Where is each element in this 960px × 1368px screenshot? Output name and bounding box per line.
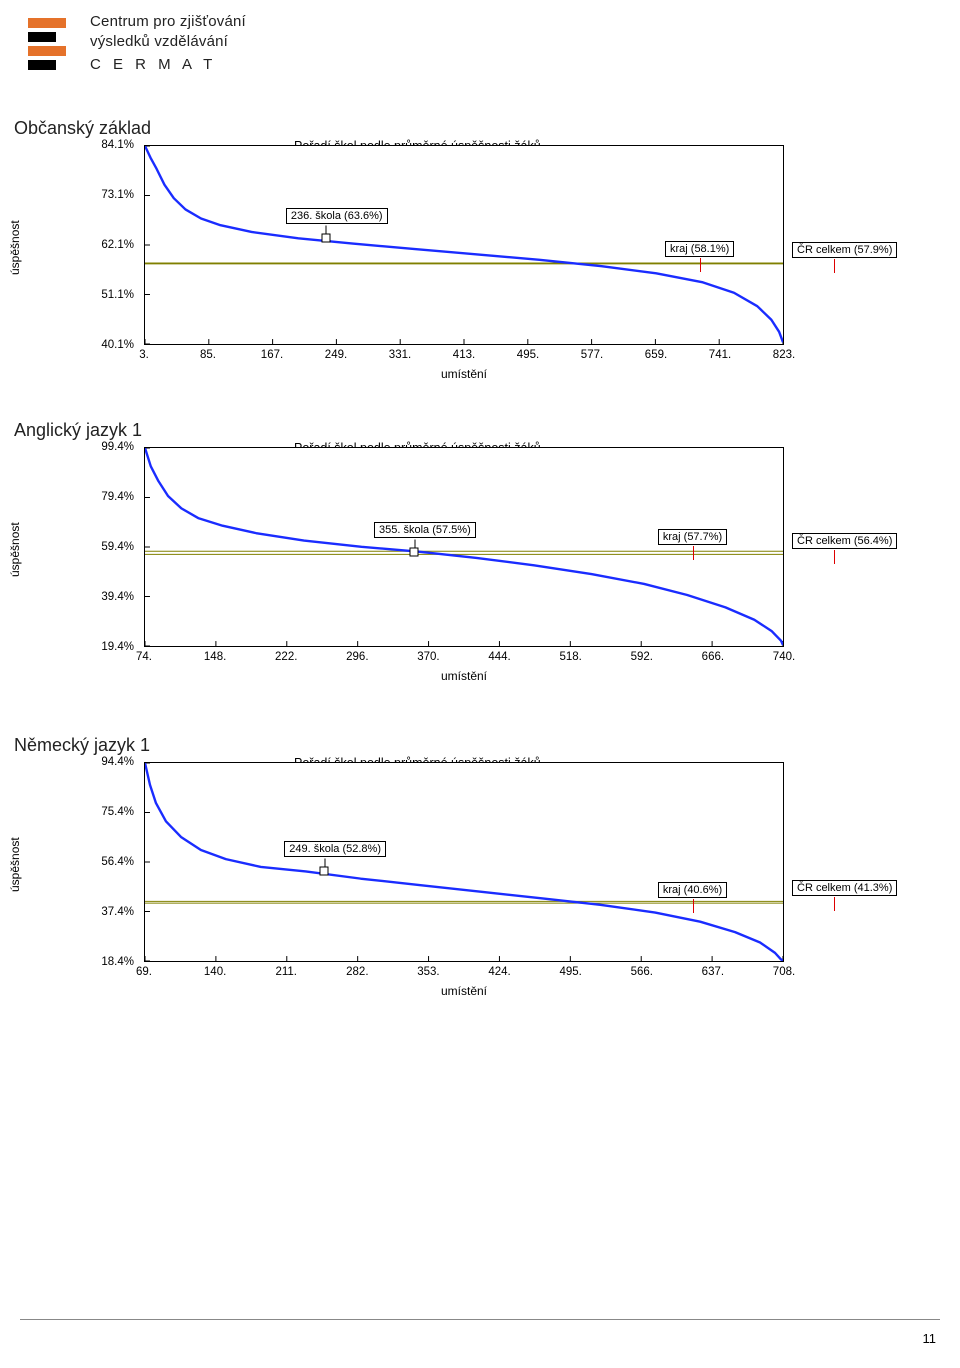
section-title: Anglický jazyk 1 [14,420,944,441]
x-tick-label: 708. [773,966,795,978]
y-tick-label: 73.1% [101,189,134,201]
cr-marker-tick [834,897,835,911]
x-tick-label: 637. [702,966,724,978]
x-tick-label: 249. [325,349,347,361]
x-tick-label: 823. [773,349,795,361]
cr-callout: ČR celkem (57.9%) [792,242,897,258]
org-text: Centrum pro zjišťování výsledků vzdělává… [90,12,246,75]
org-line1: Centrum pro zjišťování [90,12,246,32]
cr-marker-tick [834,259,835,273]
x-tick-label: 444. [488,651,510,663]
chart-area: Pořadí škol podle průměrné úspěšnosti žá… [14,762,944,1022]
x-tick-label: 148. [204,651,226,663]
cr-callout: ČR celkem (56.4%) [792,533,897,549]
x-ticks: 69.140.211.282.353.424.495.566.637.708. [144,966,784,982]
cr-callout: ČR celkem (41.3%) [792,880,897,896]
x-tick-label: 413. [453,349,475,361]
chart-section: Občanský základ Pořadí škol podle průměrn… [14,118,944,405]
school-marker [410,547,419,556]
y-tick-label: 75.4% [101,806,134,818]
y-axis-label: úspěšnost [8,220,22,275]
chart-section: Německý jazyk 1 Pořadí škol podle průměrn… [14,735,944,1022]
x-tick-label: 741. [709,349,731,361]
y-tick-label: 37.4% [101,906,134,918]
x-tick-label: 85. [200,349,216,361]
y-tick-label: 84.1% [101,139,134,151]
chart-area: Pořadí škol podle průměrné úspěšnosti žá… [14,145,944,405]
y-tick-label: 39.4% [101,591,134,603]
x-tick-label: 282. [346,966,368,978]
x-tick-label: 424. [488,966,510,978]
x-tick-label: 740. [773,651,795,663]
cr-marker-tick [834,550,835,564]
x-tick-label: 3. [139,349,149,361]
x-tick-label: 370. [417,651,439,663]
section-title: Občanský základ [14,118,944,139]
chart-area: Pořadí škol podle průměrné úspěšnosti žá… [14,447,944,707]
y-tick-label: 56.4% [101,856,134,868]
x-tick-label: 69. [136,966,152,978]
y-tick-label: 79.4% [101,491,134,503]
x-tick-label: 666. [702,651,724,663]
page-number: 11 [923,1331,937,1346]
x-tick-label: 140. [204,966,226,978]
plot-area [144,762,784,962]
y-tick-label: 19.4% [101,641,134,653]
y-ticks: 99.4%79.4%59.4%39.4%19.4% [84,447,134,647]
x-tick-label: 74. [136,651,152,663]
x-tick-label: 495. [559,966,581,978]
section-title: Německý jazyk 1 [14,735,944,756]
plot-area [144,447,784,647]
y-tick-label: 18.4% [101,956,134,968]
y-tick-label: 94.4% [101,756,134,768]
school-marker [321,234,330,243]
x-tick-label: 592. [631,651,653,663]
chart-section: Anglický jazyk 1 Pořadí škol podle průměr… [14,420,944,707]
y-tick-label: 62.1% [101,239,134,251]
report-header: Centrum pro zjišťování výsledků vzdělává… [18,12,246,82]
x-tick-label: 211. [275,966,297,978]
cermat-logo [18,12,76,82]
x-tick-label: 296. [346,651,368,663]
x-ticks: 74.148.222.296.370.444.518.592.666.740. [144,651,784,667]
x-tick-label: 331. [389,349,411,361]
y-tick-label: 59.4% [101,541,134,553]
x-tick-label: 659. [645,349,667,361]
school-marker [320,867,329,876]
y-tick-label: 40.1% [101,339,134,351]
x-axis-label: umístění [441,367,487,381]
y-axis-label: úspěšnost [8,837,22,892]
x-tick-label: 577. [581,349,603,361]
org-line3: C E R M A T [90,55,246,75]
plot-area [144,145,784,345]
x-axis-label: umístění [441,669,487,683]
y-tick-label: 99.4% [101,441,134,453]
y-tick-label: 51.1% [101,289,134,301]
y-axis-label: úspěšnost [8,522,22,577]
x-tick-label: 518. [559,651,581,663]
y-ticks: 84.1%73.1%62.1%51.1%40.1% [84,145,134,345]
footer-rule [20,1319,940,1320]
x-tick-label: 222. [275,651,297,663]
x-tick-label: 167. [261,349,283,361]
x-tick-label: 495. [517,349,539,361]
x-axis-label: umístění [441,984,487,998]
x-tick-label: 353. [417,966,439,978]
org-line2: výsledků vzdělávání [90,32,246,52]
y-ticks: 94.4%75.4%56.4%37.4%18.4% [84,762,134,962]
x-tick-label: 566. [631,966,653,978]
x-ticks: 3.85.167.249.331.413.495.577.659.741.823… [144,349,784,365]
